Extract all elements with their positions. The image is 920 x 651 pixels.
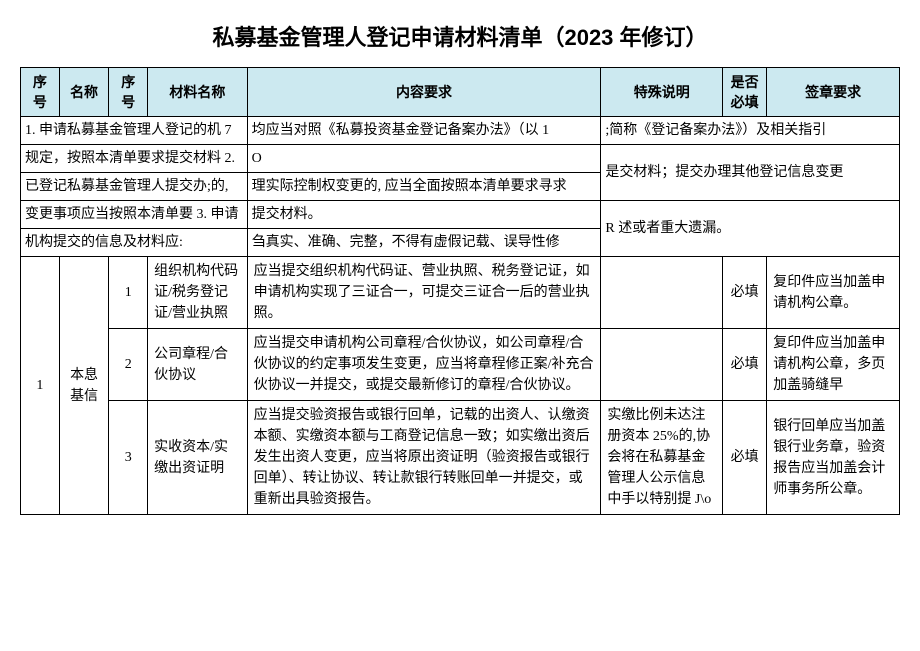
intro-cell: 规定，按照本清单要求提交材料 2. <box>21 145 248 173</box>
intro-cell: ;简称《登记备案办法》）及相关指引 <box>601 117 900 145</box>
stamp-req: 银行回单应当加盖银行业务章，验资报告应当加盖会计师事务所公章。 <box>767 401 900 515</box>
intro-cell: 理实际控制权变更的, 应当全面按照本清单要求寻求 <box>247 173 601 201</box>
special-note: 实缴比例未达注册资本 25%的,协会将在私募基金管理人公示信息中手以特别提 J\… <box>601 401 723 515</box>
header-content: 内容要求 <box>247 68 601 117</box>
header-seq1: 序号 <box>21 68 60 117</box>
sub-num: 3 <box>109 401 148 515</box>
intro-cell: 机构提交的信息及材料应: <box>21 229 248 257</box>
header-seq2: 序号 <box>109 68 148 117</box>
page-title: 私募基金管理人登记申请材料清单（2023 年修订） <box>20 20 900 52</box>
intro-cell: R 述或者重大遗漏。 <box>601 201 900 257</box>
header-name: 名称 <box>59 68 109 117</box>
header-material: 材料名称 <box>148 68 248 117</box>
intro-row-4: 变更事项应当按照本清单要 3. 申请 提交材料。 R 述或者重大遗漏。 <box>21 201 900 229</box>
intro-cell: O <box>247 145 601 173</box>
header-row: 序号 名称 序号 材料名称 内容要求 特殊说明 是否必填 签章要求 <box>21 68 900 117</box>
sub-num: 1 <box>109 257 148 329</box>
intro-row-1: 1. 申请私募基金管理人登记的机 7 均应当对照《私募投资基金登记备案办法》（以… <box>21 117 900 145</box>
required: 必填 <box>723 257 767 329</box>
table-row: 1 本息基信 1 组织机构代码证/税务登记证/营业执照 应当提交组织机构代码证、… <box>21 257 900 329</box>
stamp-req: 复印件应当加盖申请机构公章，多页加盖骑缝早 <box>767 329 900 401</box>
intro-cell: 提交材料。 <box>247 201 601 229</box>
content-req: 应当提交组织机构代码证、营业执照、税务登记证，如申请机构实现了三证合一，可提交三… <box>247 257 601 329</box>
intro-cell: 已登记私募基金管理人提交办;的, <box>21 173 248 201</box>
required: 必填 <box>723 401 767 515</box>
intro-cell: 变更事项应当按照本清单要 3. 申请 <box>21 201 248 229</box>
required: 必填 <box>723 329 767 401</box>
special-note <box>601 257 723 329</box>
checklist-table: 序号 名称 序号 材料名称 内容要求 特殊说明 是否必填 签章要求 1. 申请私… <box>20 67 900 515</box>
intro-cell: 1. 申请私募基金管理人登记的机 7 <box>21 117 248 145</box>
content-req: 应当提交验资报告或银行回单，记载的出资人、认缴资本额、实缴资本额与工商登记信息一… <box>247 401 601 515</box>
intro-row-2: 规定，按照本清单要求提交材料 2. O 是交材料；提交办理其他登记信息变更 <box>21 145 900 173</box>
material-name: 实收资本/实缴出资证明 <box>148 401 248 515</box>
content-req: 应当提交申请机构公司章程/合伙协议，如公司章程/合伙协议的约定事项发生变更，应当… <box>247 329 601 401</box>
material-name: 公司章程/合伙协议 <box>148 329 248 401</box>
stamp-req: 复印件应当加盖申请机构公章。 <box>767 257 900 329</box>
material-name: 组织机构代码证/税务登记证/营业执照 <box>148 257 248 329</box>
header-special: 特殊说明 <box>601 68 723 117</box>
intro-cell: 是交材料；提交办理其他登记信息变更 <box>601 145 900 201</box>
sub-num: 2 <box>109 329 148 401</box>
intro-cell: 刍真实、准确、完整，不得有虚假记载、误导性修 <box>247 229 601 257</box>
group-name: 本息基信 <box>59 257 109 515</box>
header-stamp: 签章要求 <box>767 68 900 117</box>
table-row: 2 公司章程/合伙协议 应当提交申请机构公司章程/合伙协议，如公司章程/合伙协议… <box>21 329 900 401</box>
table-row: 3 实收资本/实缴出资证明 应当提交验资报告或银行回单，记载的出资人、认缴资本额… <box>21 401 900 515</box>
group-num: 1 <box>21 257 60 515</box>
header-required: 是否必填 <box>723 68 767 117</box>
special-note <box>601 329 723 401</box>
intro-cell: 均应当对照《私募投资基金登记备案办法》（以 1 <box>247 117 601 145</box>
